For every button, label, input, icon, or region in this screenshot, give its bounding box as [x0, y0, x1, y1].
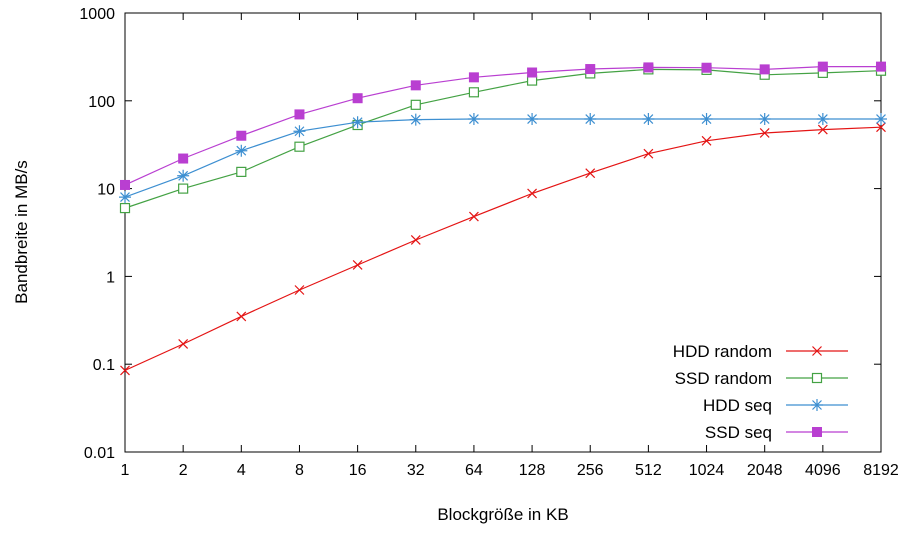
- x-tick-label: 512: [635, 462, 662, 479]
- series-hdd-seq: [119, 113, 887, 204]
- x-tick-label: 2048: [747, 462, 783, 479]
- x-tick-label: 8192: [863, 462, 899, 479]
- x-tick-label: 8: [295, 462, 304, 479]
- legend-label: HDD random: [673, 342, 772, 361]
- x-tick-label: 128: [519, 462, 546, 479]
- y-tick-label: 1000: [79, 6, 115, 23]
- y-axis-title: Bandbreite in MB/s: [12, 160, 31, 304]
- x-tick-label: 32: [407, 462, 425, 479]
- y-tick-label: 1: [106, 269, 115, 286]
- y-tick-label: 10: [97, 182, 115, 199]
- x-axis-title: Blockgröße in KB: [437, 505, 569, 524]
- x-tick-label: 256: [577, 462, 604, 479]
- x-tick-label: 4: [237, 462, 246, 479]
- series-ssd-random: [119, 64, 887, 214]
- x-tick-label: 64: [465, 462, 483, 479]
- x-tick-label: 1024: [689, 462, 725, 479]
- legend: HDD random SSD random HDD seq SSD seq: [673, 342, 848, 442]
- y-tick-label: 100: [88, 94, 115, 111]
- legend-label: HDD seq: [703, 396, 772, 415]
- x-tick-label: 4096: [805, 462, 841, 479]
- x-tick-label: 16: [349, 462, 367, 479]
- series-ssd-seq: [120, 61, 886, 190]
- x-tick-label: 2: [179, 462, 188, 479]
- series-hdd-random: [120, 122, 886, 376]
- legend-label: SSD random: [675, 369, 772, 388]
- y-tick-label: 0.01: [84, 445, 115, 462]
- x-tick-label: 1: [121, 462, 130, 479]
- plot-border: [124, 12, 882, 453]
- y-tick-label: 0.1: [93, 357, 115, 374]
- legend-label: SSD seq: [705, 423, 772, 442]
